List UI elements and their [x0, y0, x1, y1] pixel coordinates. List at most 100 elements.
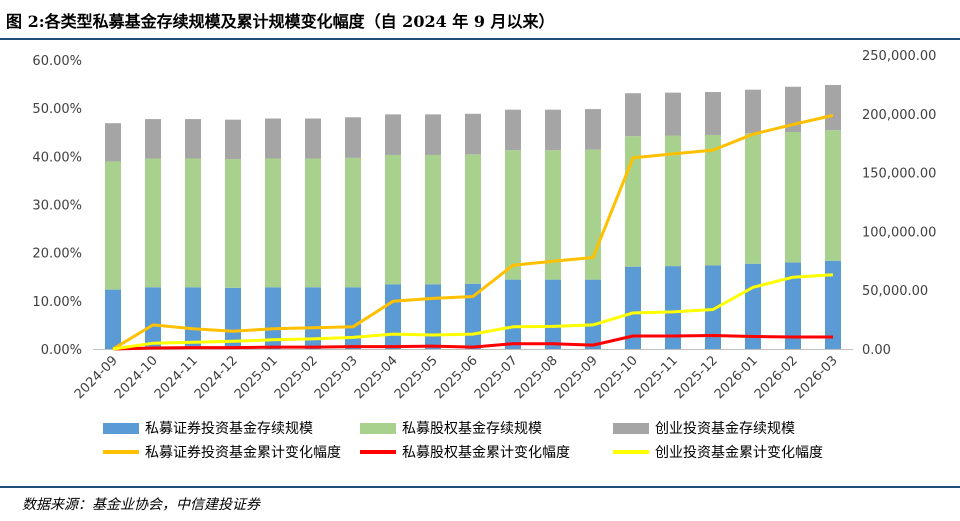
bar-venture — [705, 92, 721, 135]
x-tick-label: 2026-02 — [752, 353, 801, 402]
x-tick-label: 2025-02 — [272, 353, 321, 402]
x-tick-label: 2025-03 — [312, 353, 361, 402]
bar-securities — [505, 279, 521, 349]
x-tick-label: 2025-12 — [672, 353, 721, 402]
bar-equity — [545, 150, 561, 280]
bar-equity — [705, 134, 721, 266]
bar-venture — [345, 117, 361, 158]
bar-venture — [105, 123, 121, 162]
legend-swatch — [103, 450, 139, 454]
y-right-tick-label: 50,000.00 — [862, 284, 928, 299]
x-tick-label: 2025-01 — [232, 353, 281, 402]
x-tick-label: 2024-09 — [72, 353, 121, 402]
bar-securities — [825, 260, 841, 349]
bar-equity — [745, 133, 761, 264]
bar-venture — [465, 113, 481, 155]
legend-swatch — [360, 450, 396, 454]
bar-securities — [345, 287, 361, 349]
bar-securities — [665, 266, 681, 349]
x-tick-label: 2025-07 — [472, 353, 521, 402]
bar-securities — [705, 265, 721, 349]
y-left-tick-label: 50.00% — [32, 102, 82, 117]
x-tick-label: 2025-09 — [552, 353, 601, 402]
y-left-tick-label: 30.00% — [32, 199, 82, 214]
y-right-tick-label: 150,000.00 — [862, 167, 936, 182]
y-right-tick-label: 250,000.00 — [862, 49, 936, 64]
bar-equity — [145, 158, 161, 288]
x-tick-label: 2024-11 — [152, 353, 201, 402]
legend-label: 创业投资基金存续规模 — [655, 421, 795, 437]
bar-securities — [585, 279, 601, 349]
legend-item: 私募股权基金累计变化幅度 — [360, 442, 570, 462]
legend-swatch — [103, 422, 139, 434]
legend-label: 私募股权基金累计变化幅度 — [402, 445, 570, 461]
legend-swatch — [613, 450, 649, 454]
y-left-tick-label: 60.00% — [32, 54, 82, 69]
bar-venture — [785, 86, 801, 133]
legend-item: 私募证券投资基金累计变化幅度 — [103, 442, 341, 462]
y-left-tick-label: 0.00% — [41, 343, 82, 358]
bar-equity — [105, 161, 121, 290]
x-tick-label: 2026-01 — [712, 353, 761, 402]
bar-securities — [305, 287, 321, 349]
source-note: 数据来源：基金业协会，中信建投证券 — [22, 497, 260, 513]
legend-swatch — [360, 422, 396, 434]
bar-venture — [185, 119, 201, 159]
y-right-tick-label: 0.00 — [862, 343, 891, 358]
line-venture-change — [112, 273, 834, 351]
legend-item: 私募证券投资基金存续规模 — [103, 418, 313, 438]
bar-securities — [625, 266, 641, 349]
bar-equity — [585, 149, 601, 280]
bar-venture — [505, 109, 521, 151]
x-tick-label: 2025-08 — [512, 353, 561, 402]
legend-label: 创业投资基金累计变化幅度 — [655, 445, 823, 461]
footer-rule — [0, 486, 960, 488]
bar-equity — [825, 130, 841, 261]
bar-venture — [265, 118, 281, 159]
bar-securities — [265, 287, 281, 349]
y-left-tick-label: 20.00% — [32, 247, 82, 262]
bar-equity — [265, 158, 281, 288]
bar-equity — [305, 158, 321, 288]
bar-securities — [185, 287, 201, 349]
title-rule — [0, 38, 960, 40]
bar-venture — [425, 114, 441, 155]
bar-equity — [465, 154, 481, 284]
bar-venture — [745, 89, 761, 134]
bar-securities — [425, 284, 441, 349]
bar-venture — [585, 109, 601, 150]
bar-securities — [145, 287, 161, 349]
bar-equity — [185, 158, 201, 288]
legend-item: 创业投资基金累计变化幅度 — [613, 442, 823, 462]
bar-equity — [385, 154, 401, 285]
bar-securities — [105, 289, 121, 349]
legend-item: 私募股权基金存续规模 — [360, 418, 542, 438]
bar-venture — [145, 119, 161, 159]
bar-equity — [665, 135, 681, 267]
bar-securities — [545, 279, 561, 349]
line-securities-change — [112, 113, 834, 351]
x-tick-label: 2025-05 — [392, 353, 441, 402]
bar-equity — [785, 132, 801, 263]
y-right-tick-label: 100,000.00 — [862, 225, 936, 240]
bar-equity — [625, 136, 641, 267]
x-tick-label: 2024-12 — [192, 353, 241, 402]
legend-label: 私募股权基金存续规模 — [402, 421, 542, 437]
y-left-tick-label: 40.00% — [32, 150, 82, 165]
legend-swatch — [613, 422, 649, 434]
bar-securities — [785, 262, 801, 349]
y-left-tick-label: 10.00% — [32, 295, 82, 310]
bar-venture — [385, 114, 401, 155]
bar-equity — [225, 159, 241, 288]
legend-item: 创业投资基金存续规模 — [613, 418, 795, 438]
legend-label: 私募证券投资基金存续规模 — [145, 421, 313, 437]
bar-venture — [825, 84, 841, 131]
x-tick-label: 2025-06 — [432, 353, 481, 402]
bar-venture — [305, 118, 321, 159]
legend-label: 私募证券投资基金累计变化幅度 — [145, 445, 341, 461]
bar-venture — [665, 92, 681, 136]
bar-venture — [225, 119, 241, 160]
bar-venture — [625, 93, 641, 137]
x-tick-label: 2024-10 — [112, 353, 161, 402]
x-tick-label: 2025-04 — [352, 353, 401, 402]
